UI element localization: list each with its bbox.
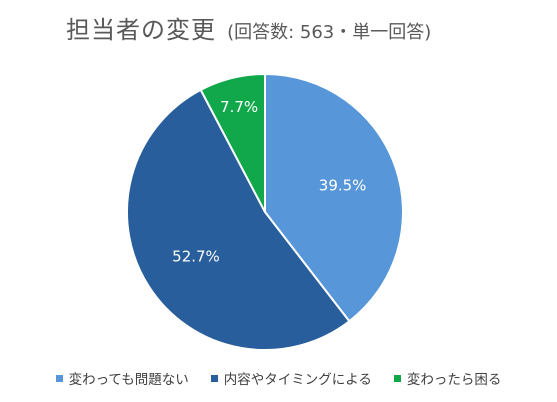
legend-swatch-0 [55,374,63,382]
legend: 変わっても問題ない 内容やタイミングによる 変わったら困る [0,368,557,388]
pie-slice-2 [199,73,266,213]
chart-subtitle: (回答数: 563・単一回答) [227,22,432,43]
legend-item-2: 変わったら困る [393,368,502,388]
pie-slice-1 [126,88,351,351]
legend-item-1: 内容やタイミングによる [210,368,372,388]
legend-label-2: 変わったら困る [406,372,502,388]
chart-title-row: 担当者の変更 (回答数: 563・単一回答) [66,10,431,54]
pie-slice-0 [264,73,404,323]
slice-label-2: 7.7% [220,98,258,116]
slice-label-0: 39.5% [319,177,367,195]
chart-title: 担当者の変更 [66,16,216,44]
legend-swatch-1 [210,374,218,382]
legend-swatch-2 [393,374,401,382]
legend-label-0: 変わっても問題ない [68,372,189,388]
slice-label-1: 52.7% [172,247,220,265]
legend-label-1: 内容やタイミングによる [223,372,372,388]
legend-item-0: 変わっても問題ない [55,368,189,388]
